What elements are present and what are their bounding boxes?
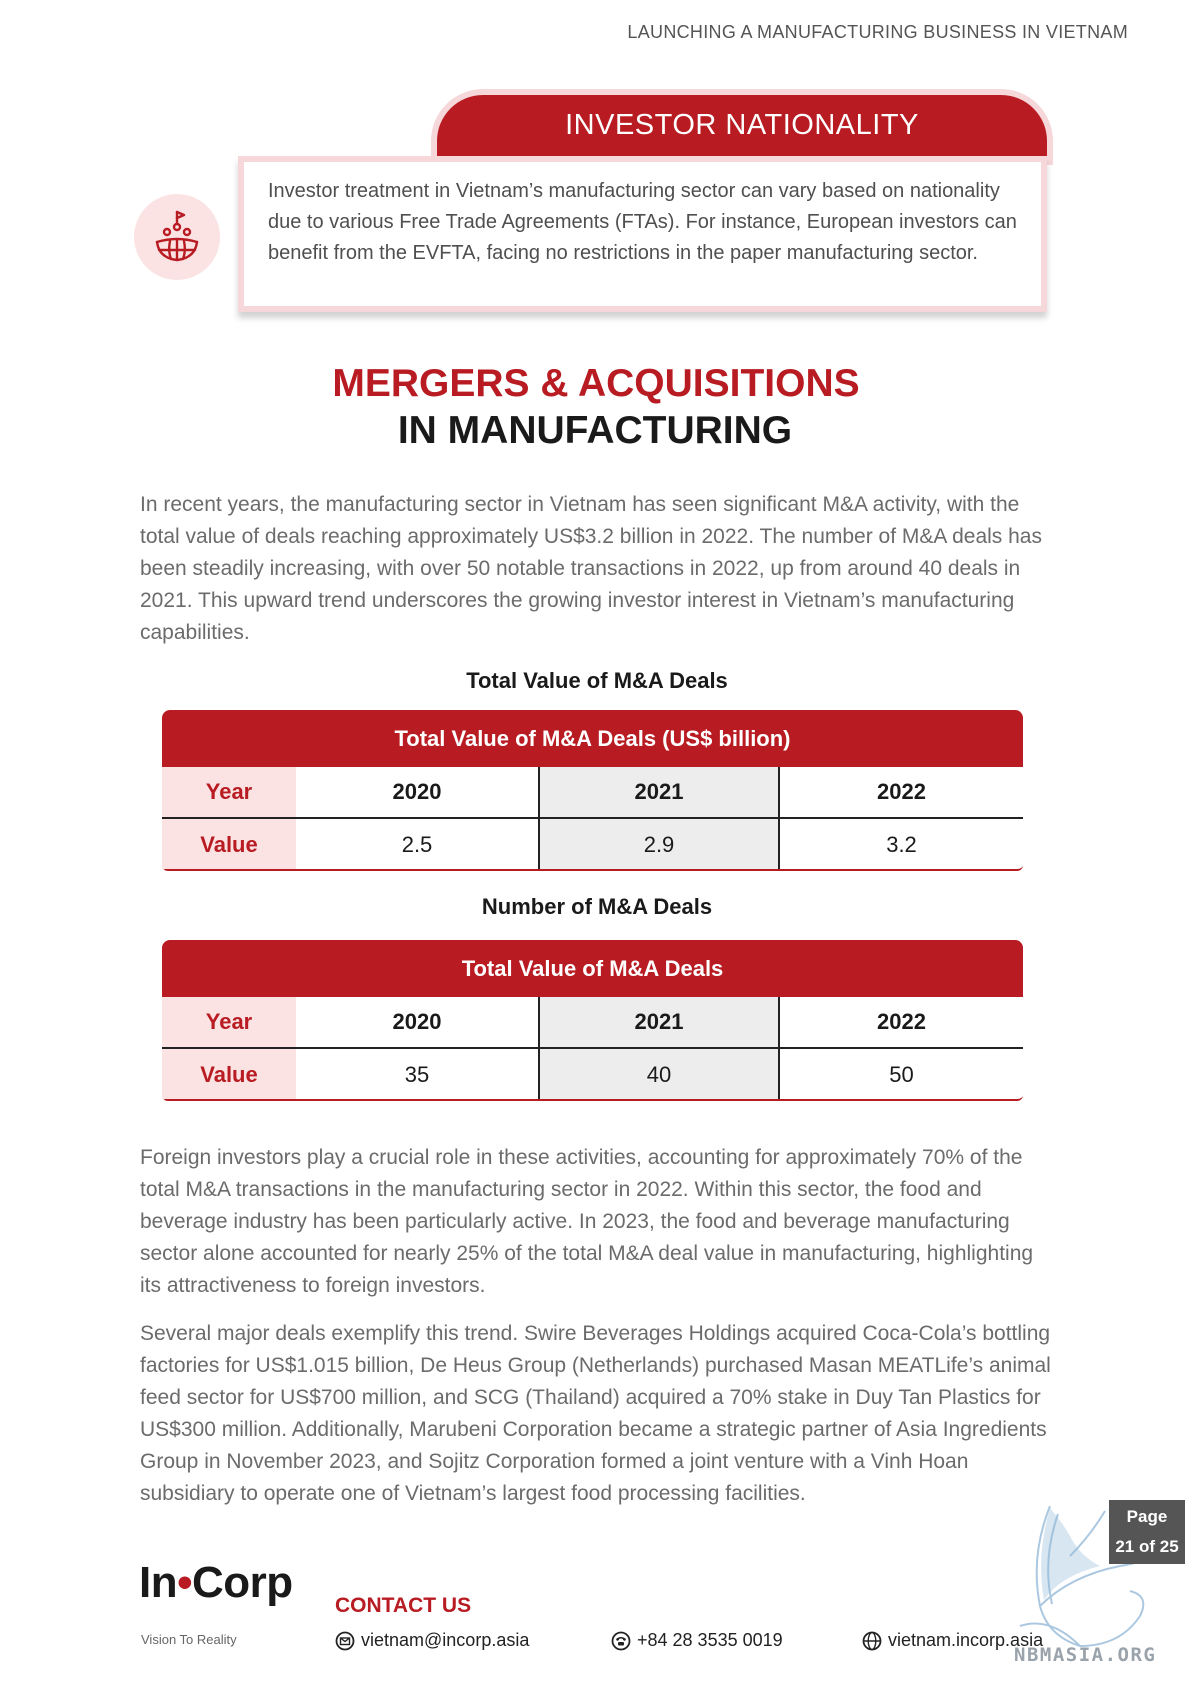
- year-cell: 2021: [538, 997, 780, 1047]
- table2-caption: Number of M&A Deals: [481, 894, 713, 919]
- contact-website-text[interactable]: vietnam.incorp.asia: [888, 1630, 1044, 1650]
- contact-phone-text[interactable]: +84 28 3535 0019: [637, 1630, 783, 1650]
- foreign-investors-paragraph: Foreign investors play a crucial role in…: [140, 1146, 1034, 1297]
- table1-caption: Total Value of M&A Deals: [466, 668, 728, 693]
- table-row: Value 35 40 50: [162, 1049, 1023, 1101]
- logo-part-right: Corp: [192, 1558, 293, 1607]
- row-label-year: Year: [162, 767, 296, 817]
- value-cell: 35: [404, 1062, 430, 1087]
- contact-email-text[interactable]: vietnam@incorp.asia: [361, 1630, 530, 1650]
- phone-icon: [611, 1631, 631, 1650]
- incorp-logo: In•Corp: [139, 1558, 293, 1608]
- value-cell: 40: [538, 1049, 780, 1099]
- row-label-value: Value: [162, 819, 296, 869]
- contact-title: CONTACT US: [335, 1594, 472, 1617]
- ma-title-line1: MERGERS & ACQUISITIONS: [332, 362, 860, 405]
- ma-intro-paragraph: In recent years, the manufacturing secto…: [140, 493, 1042, 644]
- logo-dot: •: [177, 1558, 193, 1607]
- row-label-value: Value: [162, 1049, 296, 1099]
- table-row: Value 2.5 2.9 3.2: [162, 819, 1023, 871]
- page-label: Page: [1126, 1507, 1168, 1526]
- year-cell: 2022: [877, 779, 926, 804]
- table1-header: Total Value of M&A Deals (US$ billion): [162, 710, 1023, 767]
- investor-nationality-box: Investor treatment in Vietnam’s manufact…: [238, 156, 1047, 312]
- investor-nationality-text: Investor treatment in Vietnam’s manufact…: [268, 180, 1017, 264]
- email-icon: [335, 1631, 355, 1650]
- value-cell: 3.2: [886, 832, 917, 857]
- table2-header: Total Value of M&A Deals: [162, 940, 1023, 997]
- year-cell: 2022: [877, 1009, 926, 1034]
- year-cell: 2021: [538, 767, 780, 817]
- watermark-text: NBMASIA.ORG: [1014, 1644, 1157, 1666]
- investor-nationality-title: INVESTOR NATIONALITY: [565, 109, 919, 141]
- investor-icon-badge: [134, 194, 220, 280]
- logo-tagline: Vision To Reality: [141, 1632, 237, 1647]
- table2: Total Value of M&A Deals Year 2020 2021 …: [162, 940, 1023, 1101]
- ma-title-line2: IN MANUFACTURING: [397, 409, 793, 452]
- table-row: Year 2020 2021 2022: [162, 767, 1023, 819]
- page-number: 21 of 25: [1115, 1537, 1179, 1556]
- value-cell: 2.5: [401, 832, 433, 857]
- row-label-year: Year: [162, 997, 296, 1047]
- table-row: Year 2020 2021 2022: [162, 997, 1023, 1049]
- contact-website[interactable]: vietnam.incorp.asia: [862, 1630, 1043, 1651]
- year-cell: 2020: [392, 779, 442, 804]
- contact-phone[interactable]: +84 28 3535 0019: [611, 1630, 783, 1651]
- investor-nationality-tab: INVESTOR NATIONALITY: [437, 95, 1047, 159]
- page-indicator: Page 21 of 25: [1109, 1500, 1185, 1564]
- globe-people-flag-icon: [155, 210, 199, 262]
- table1: Total Value of M&A Deals (US$ billion) Y…: [162, 710, 1023, 871]
- contact-email[interactable]: vietnam@incorp.asia: [335, 1630, 529, 1651]
- value-cell: 50: [889, 1062, 914, 1087]
- year-cell: 2020: [392, 1009, 442, 1034]
- value-cell: 2.9: [538, 819, 780, 869]
- page-header-title: LAUNCHING A MANUFACTURING BUSINESS IN VI…: [627, 22, 1128, 42]
- globe-icon: [862, 1631, 882, 1650]
- logo-part-left: In: [139, 1558, 178, 1607]
- major-deals-paragraph: Several major deals exemplify this trend…: [140, 1322, 1051, 1505]
